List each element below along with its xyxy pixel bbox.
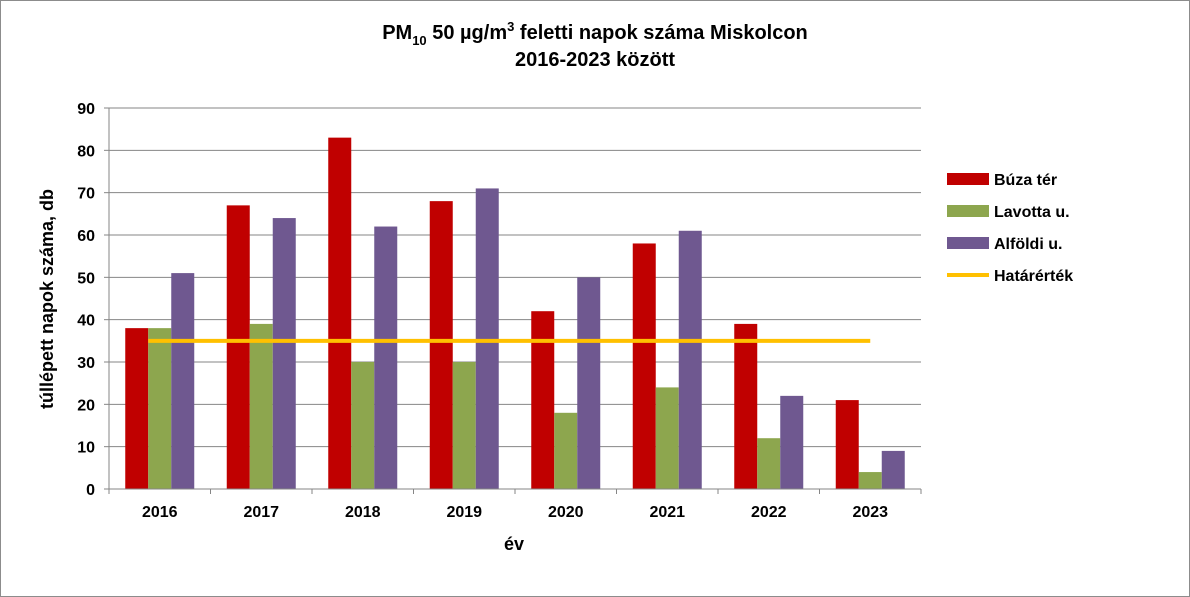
bar-2019-1 xyxy=(452,362,476,489)
x-tick-label: 2019 xyxy=(446,504,482,521)
y-tick-label: 30 xyxy=(77,355,95,372)
x-tick-label: 2021 xyxy=(649,504,685,521)
x-tick-label: 2020 xyxy=(548,504,584,521)
legend-label-0: Búza tér xyxy=(994,172,1057,189)
y-tick-label: 70 xyxy=(77,186,95,203)
title-pm-subscript: 10 xyxy=(412,33,426,48)
bar-2016-2 xyxy=(171,273,195,489)
y-tick-label: 10 xyxy=(77,440,95,457)
y-tick-labels: 0 10 20 30 40 50 60 70 80 90 xyxy=(77,101,95,499)
bar-2022-0 xyxy=(734,323,758,489)
title-pm: PM xyxy=(382,22,412,44)
legend-swatch-0 xyxy=(947,173,989,185)
x-tick-label: 2017 xyxy=(243,504,279,521)
chart-subtitle: 2016-2023 között xyxy=(515,49,675,71)
title-value: 50 µg/m xyxy=(427,22,507,44)
bar-2021-2 xyxy=(678,230,702,489)
bar-layer xyxy=(125,137,905,490)
bar-2021-0 xyxy=(632,243,656,489)
bar-2019-0 xyxy=(429,201,453,489)
bar-2020-2 xyxy=(577,277,601,489)
x-axis-title: év xyxy=(504,534,524,554)
bar-2022-2 xyxy=(780,395,804,489)
bar-2017-0 xyxy=(226,205,250,489)
bar-2023-1 xyxy=(858,472,882,489)
y-tick-label: 80 xyxy=(77,143,95,160)
bar-2022-1 xyxy=(757,438,781,489)
bar-2018-2 xyxy=(374,226,398,490)
bar-2017-1 xyxy=(249,323,273,489)
bar-2016-1 xyxy=(148,328,172,489)
bar-2018-0 xyxy=(328,137,352,489)
bar-2020-0 xyxy=(531,311,555,489)
bar-2020-1 xyxy=(554,412,578,489)
title-unit-superscript: 3 xyxy=(507,19,514,34)
y-tick-label: 40 xyxy=(77,313,95,330)
y-tick-label: 0 xyxy=(86,482,95,499)
x-tick-labels: 2016 2017 2018 2019 2020 2021 2022 2023 xyxy=(142,504,888,521)
legend-label-2: Alföldi u. xyxy=(994,236,1062,253)
y-tick-label: 50 xyxy=(77,270,95,287)
legend-label-1: Lavotta u. xyxy=(994,204,1070,221)
x-tick-label: 2016 xyxy=(142,504,178,521)
bar-2016-0 xyxy=(125,328,149,489)
x-tick-label: 2018 xyxy=(345,504,381,521)
legend-label-threshold: Határérték xyxy=(994,268,1073,285)
legend-swatch-1 xyxy=(947,205,989,217)
bar-2023-2 xyxy=(881,450,905,489)
bar-2018-1 xyxy=(351,362,375,489)
bar-2017-2 xyxy=(272,218,296,490)
legend: Búza tér Lavotta u. Alföldi u. Határérték xyxy=(947,172,1073,285)
title-rest: feletti napok száma Miskolcon xyxy=(514,22,807,44)
x-tick-label: 2023 xyxy=(852,504,888,521)
axis-layer xyxy=(104,107,922,494)
y-tick-label: 20 xyxy=(77,397,95,414)
legend-swatch-2 xyxy=(947,237,989,249)
y-tick-label: 60 xyxy=(77,228,95,245)
bar-2021-1 xyxy=(655,387,679,489)
y-axis-title: túllépett napok száma, db xyxy=(37,189,57,409)
bar-2023-0 xyxy=(835,400,859,489)
bar-2019-2 xyxy=(475,188,499,489)
x-tick-label: 2022 xyxy=(751,504,787,521)
chart-title: PM10 50 µg/m3 feletti napok száma Miskol… xyxy=(382,19,808,48)
y-tick-label: 90 xyxy=(77,101,95,118)
